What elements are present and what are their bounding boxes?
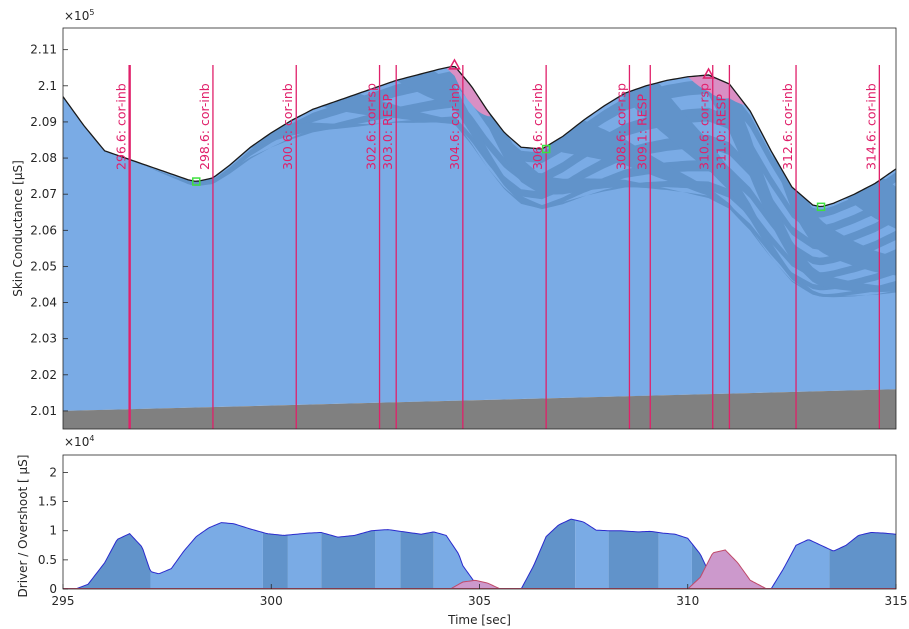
y-tick-label: 2.02: [30, 368, 57, 382]
x-axis-label: Time [sec]: [447, 613, 511, 627]
x-tick-label: 310: [676, 594, 699, 608]
y-tick-label: 0.5: [38, 553, 57, 567]
y-tick-label: 2.08: [30, 151, 57, 165]
event-label: 298.6: cor-inb: [197, 83, 212, 170]
event-label: 309.1: RESP: [634, 94, 649, 170]
driver-segment: [375, 530, 400, 589]
driver-segment: [659, 532, 692, 589]
event-label: 304.6: cor-inb: [447, 83, 462, 170]
y-tick-label: 2.07: [30, 187, 57, 201]
y-tick-label: 2.04: [30, 296, 57, 310]
y-tick-label: 2.1: [38, 79, 57, 93]
driver-segment: [288, 532, 321, 589]
event-label: 306.6: cor-inb: [530, 83, 545, 170]
driver-segment: [609, 531, 659, 589]
event-label: 302.6: cor-rsp: [364, 83, 379, 170]
event-label: 314.6: cor-inb: [863, 83, 878, 170]
event-label: 311.0: RESP: [713, 94, 728, 170]
x-tick-label: 300: [260, 594, 283, 608]
driver-segment: [400, 531, 433, 589]
top-panel: 296.6: cor-inb 298.6: cor-inb 300.6: cor-i…: [11, 8, 896, 429]
y-tick-label: 2.05: [30, 259, 57, 273]
x-tick-label: 305: [468, 594, 491, 608]
event-label: 312.6: cor-inb: [780, 83, 795, 170]
y-tick-label: 2: [49, 465, 57, 479]
y-tick-label: 2.03: [30, 332, 57, 346]
event-label: 300.6: cor-inb: [280, 83, 295, 170]
y-tick-label: 1.5: [38, 495, 57, 509]
x-tick-label: 315: [885, 594, 908, 608]
driver-segment: [263, 532, 288, 589]
x-tick-label: 295: [52, 594, 75, 608]
y-tick-label: 2.06: [30, 223, 57, 237]
y-tick-label: 2.11: [30, 43, 57, 57]
top-y-exponent: ×105: [64, 8, 94, 23]
y-tick-label: 2.09: [30, 115, 57, 129]
top-y-axis-label: Skin Conductance [μS]: [11, 160, 25, 297]
y-tick-label: 2.01: [30, 404, 57, 418]
event-label: 310.6: cor-rsp: [697, 83, 712, 170]
event-label: 308.6: cor-rsp: [613, 83, 628, 170]
y-tick-label: 1: [49, 524, 57, 538]
driver-segment: [321, 530, 375, 589]
event-label: 296.6: cor-inb: [114, 83, 129, 170]
bottom-y-exponent: ×104: [64, 434, 94, 449]
bottom-y-axis-label: Driver / Overshoot [ μS]: [16, 455, 30, 598]
event-label: 303.0: RESP: [380, 94, 395, 170]
